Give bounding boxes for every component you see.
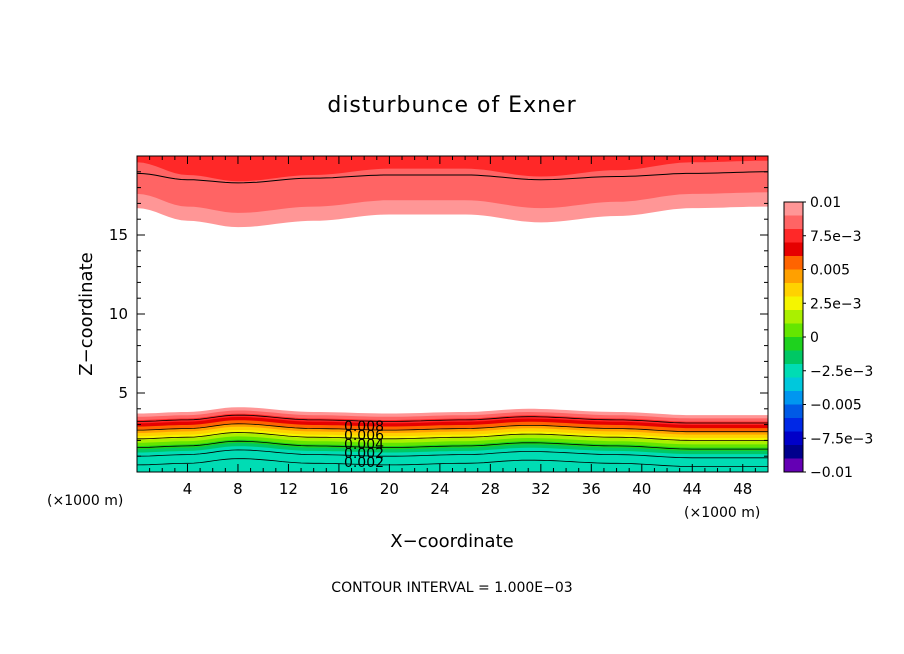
colorbar-label: −0.005 [810, 398, 862, 414]
bottom-band [137, 462, 768, 472]
bottom-contour-line [137, 458, 768, 467]
x-axis-ticks: 4 8 12 16 20 24 28 32 36 40 44 48 [149, 156, 756, 498]
x-tick-label: 8 [233, 480, 243, 498]
x-tick-label: 48 [733, 480, 752, 498]
colorbar-swatch [784, 364, 803, 378]
colorbar-label: 0 [810, 330, 819, 346]
colorbar-swatch [784, 350, 803, 365]
bottom-contour-line [137, 423, 768, 433]
bottom-contour-line [137, 440, 768, 450]
colorbar-swatch [784, 202, 803, 216]
y-axis-ticks: 5 10 15 [109, 171, 768, 457]
y-tick-label: 5 [118, 384, 128, 402]
colorbar-label: −7.5e−3 [810, 431, 873, 447]
colorbar-label: 2.5e−3 [810, 296, 862, 312]
y-axis-label: Z−coordinate [76, 252, 97, 375]
colorbar-swatch [784, 431, 803, 446]
x-tick-label: 36 [582, 480, 601, 498]
colorbar-label: 0.005 [810, 263, 850, 279]
x-unit-right: (×1000 m) [684, 505, 760, 521]
top-contour-line [137, 171, 768, 184]
colorbar-swatch [784, 283, 803, 297]
x-tick-label: 4 [183, 480, 193, 498]
colorbar-swatch [784, 337, 803, 351]
colorbar-swatch [784, 296, 803, 311]
contour-label: 0.006 [344, 428, 384, 444]
contour-label: 0.002 [344, 455, 384, 471]
contour-label: 0.002 [344, 446, 384, 462]
x-unit-left: (×1000 m) [47, 493, 123, 509]
colorbar-swatch [784, 242, 803, 257]
colorbar-swatch [784, 377, 803, 392]
x-tick-label: 16 [329, 480, 348, 498]
contour-lines [137, 171, 768, 467]
x-tick-label: 24 [430, 480, 449, 498]
colorbar-label: 7.5e−3 [810, 229, 862, 245]
colorbar-swatch [784, 215, 803, 230]
colorbar: 0.01 7.5e−3 0.005 2.5e−3 0 −2.5e−3 −0.005 −7.5e… [783, 195, 873, 481]
colorbar-label: −2.5e−3 [810, 364, 873, 380]
colorbar-swatch [784, 391, 803, 405]
colorbar-swatch [784, 404, 803, 419]
contour-interval-footer: CONTOUR INTERVAL = 1.000E−03 [331, 580, 572, 596]
colorbar-label: 0.01 [810, 195, 841, 211]
colorbar-swatch [784, 445, 803, 459]
colorbar-swatch [784, 458, 803, 473]
colorbar-swatch [784, 310, 803, 324]
x-tick-label: 44 [683, 480, 702, 498]
plot-area [137, 156, 768, 472]
bottom-contour-line [137, 414, 768, 424]
top-band [137, 156, 768, 182]
colorbar-swatch [784, 323, 803, 338]
bottom-contour-line [137, 449, 768, 459]
colorbar-label: −0.01 [810, 465, 853, 481]
x-tick-label: 12 [279, 480, 298, 498]
colorbar-swatch [784, 256, 803, 270]
colorbar-swatch [784, 229, 803, 243]
x-tick-label: 28 [481, 480, 500, 498]
chart-title: disturbunce of Exner [327, 93, 576, 118]
bottom-contour-line [137, 432, 768, 441]
y-tick-label: 15 [109, 226, 128, 244]
x-tick-label: 32 [531, 480, 550, 498]
contour-label: 0.008 [344, 419, 384, 435]
x-tick-label: 20 [380, 480, 399, 498]
colorbar-swatch [784, 418, 803, 432]
colorbar-swatch [784, 269, 803, 284]
top-layer-bands [137, 156, 768, 228]
x-axis-label: X−coordinate [390, 531, 513, 552]
y-tick-label: 10 [109, 305, 128, 323]
x-tick-label: 40 [632, 480, 651, 498]
bottom-layer-bands [137, 407, 768, 472]
contour-label: 0.004 [344, 437, 384, 453]
